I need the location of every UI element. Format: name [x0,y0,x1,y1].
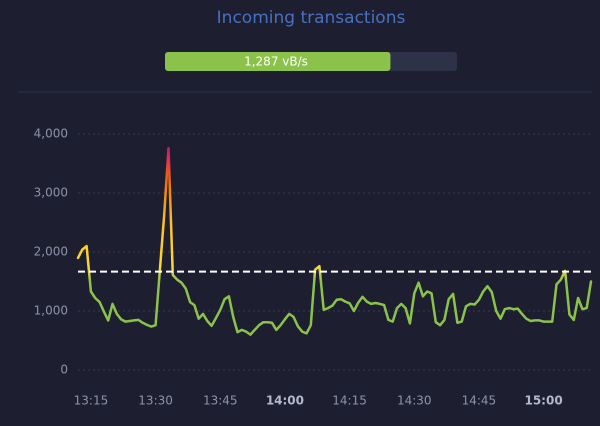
x-tick-label: 14:00 [266,394,304,408]
y-tick-label: 0 [60,363,68,377]
x-tick-label: 14:30 [397,394,432,408]
y-tick-label: 3,000 [34,186,68,200]
x-tick-label: 13:15 [74,394,109,408]
progress-label: 1,287 vB/s [244,55,308,69]
y-tick-label: 4,000 [34,127,68,141]
x-tick-label: 15:00 [524,394,562,408]
x-tick-label: 13:45 [203,394,238,408]
progress-fill [165,52,391,71]
series-line [76,146,593,336]
x-tick-label: 14:45 [462,394,497,408]
x-tick-label: 14:15 [332,394,367,408]
x-tick-label: 13:30 [138,394,173,408]
y-tick-label: 1,000 [34,304,68,318]
y-tick-label: 2,000 [34,245,68,259]
chart-title: Incoming transactions [217,8,406,28]
